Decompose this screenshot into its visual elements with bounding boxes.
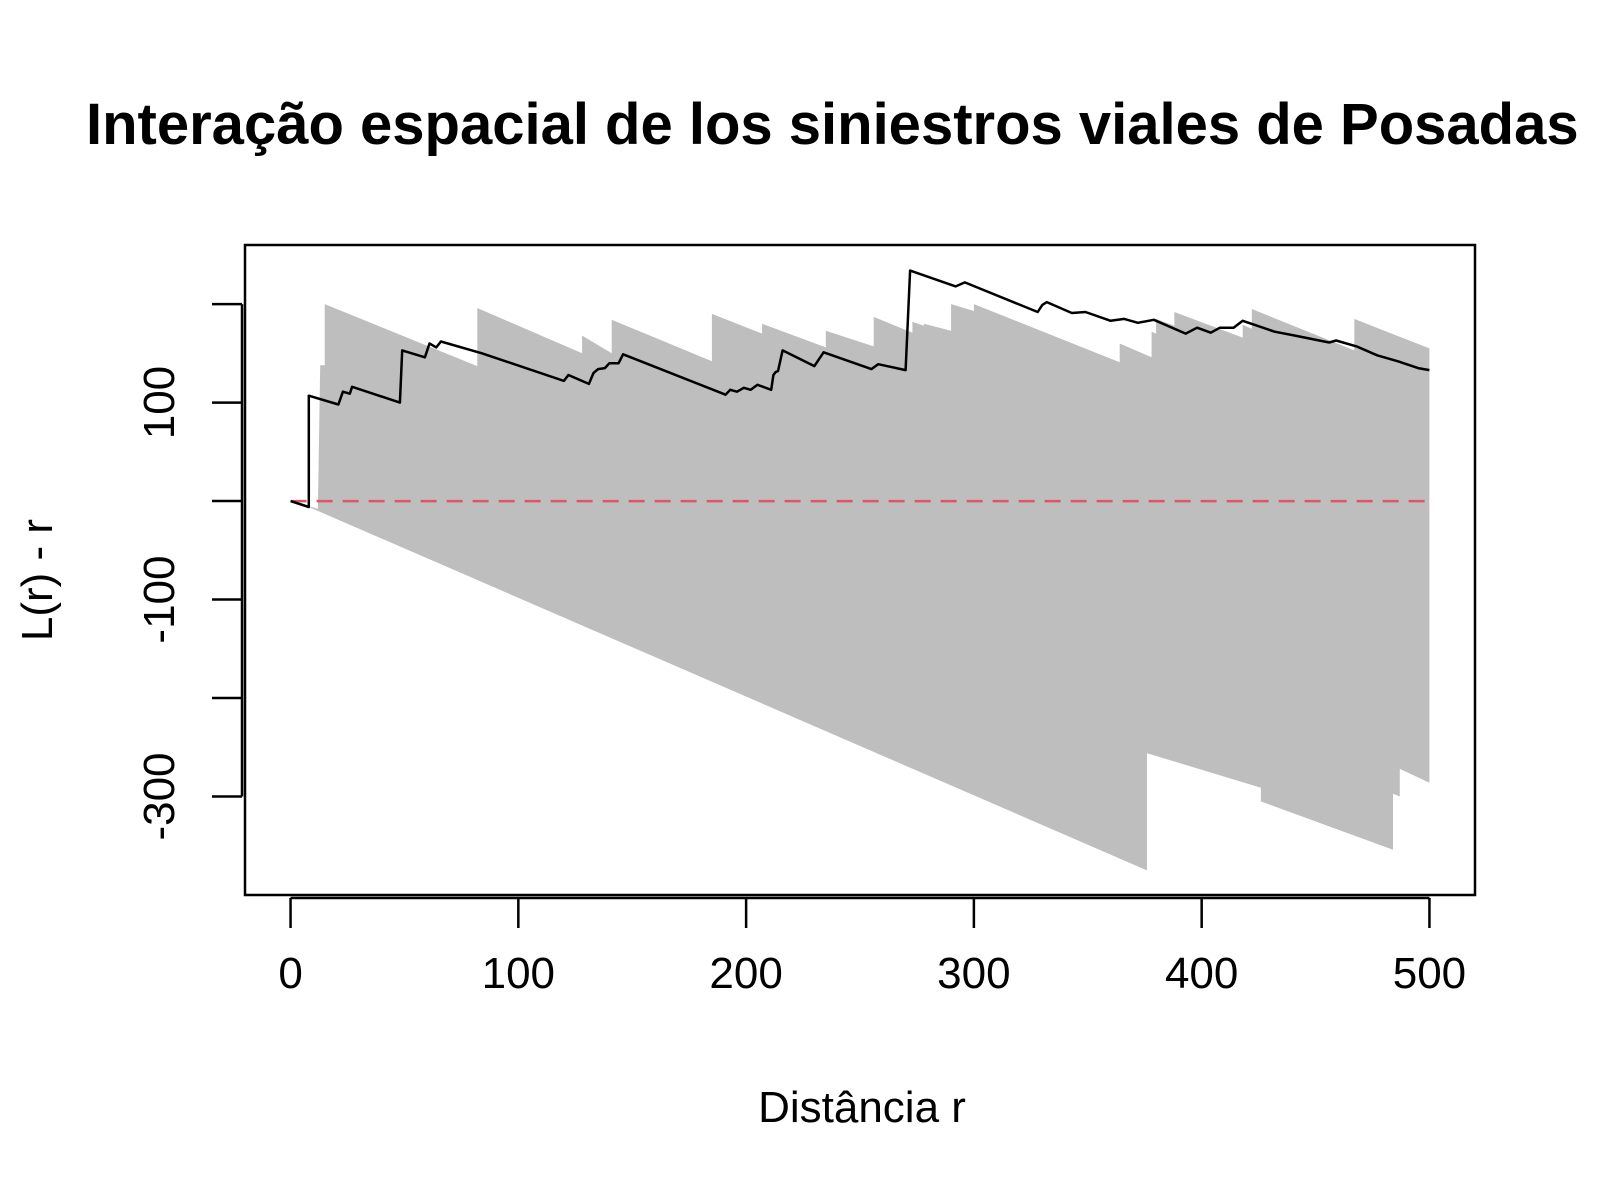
chart-title: Interação espacial de los siniestros via… bbox=[86, 92, 1579, 157]
x-tick-label: 200 bbox=[709, 949, 782, 998]
x-tick-label: 100 bbox=[482, 949, 555, 998]
x-tick-label: 500 bbox=[1393, 949, 1466, 998]
envelope-band bbox=[290, 304, 1430, 871]
x-axis: 0 100 200 300 400 500 bbox=[278, 896, 1466, 998]
x-tick-label: 0 bbox=[278, 949, 302, 998]
x-tick-label: 300 bbox=[937, 949, 1010, 998]
series-layer bbox=[290, 269, 1430, 509]
y-tick-label: 100 bbox=[135, 366, 184, 439]
observed-line bbox=[290, 269, 1430, 509]
y-tick-label: -100 bbox=[135, 556, 184, 644]
y-axis-label: L(r) - r bbox=[13, 519, 62, 641]
x-tick-label: 400 bbox=[1165, 949, 1238, 998]
envelope-layer bbox=[290, 304, 1430, 871]
plot-frame bbox=[243, 243, 1477, 897]
y-axis: -300 -100 100 bbox=[135, 302, 244, 841]
y-tick-label: -300 bbox=[135, 752, 184, 840]
x-axis-label: Distância r bbox=[758, 1083, 966, 1132]
